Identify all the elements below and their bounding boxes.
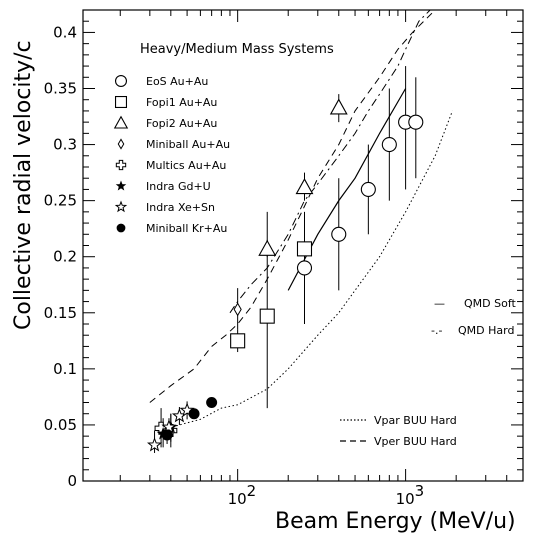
markers-group xyxy=(147,98,424,452)
legend-label: Indra Xe+Sn xyxy=(146,201,215,214)
legend-label: Miniball Au+Au xyxy=(146,138,230,151)
legend-marker-circle-filled xyxy=(116,223,126,233)
x-tick-exponent: 3 xyxy=(415,482,425,500)
legend-marker-triangle-open xyxy=(113,115,129,129)
curve-dashed xyxy=(149,9,436,403)
legend-marker-circle-open xyxy=(114,74,128,88)
data-point-triangle-open xyxy=(295,178,314,195)
x-tick-exponent: 2 xyxy=(247,482,257,500)
data-point-circle-open xyxy=(381,137,397,153)
vper-legend-label: Vper BUU Hard xyxy=(374,435,457,448)
vpar-legend-label: Vpar BUU Hard xyxy=(374,414,457,427)
y-tick-label: 0.25 xyxy=(44,192,77,210)
data-point-circle-open xyxy=(360,181,376,197)
qmd-hard-label: QMD Hard xyxy=(458,324,514,337)
data-point-square-open xyxy=(296,241,313,257)
data-point-triangle-open xyxy=(258,239,277,256)
y-tick-label: 0.05 xyxy=(44,416,77,434)
data-point-circle-filled xyxy=(206,397,218,408)
legend-label: Fopi1 Au+Au xyxy=(146,96,217,109)
x-tick-label: 10 xyxy=(396,490,415,508)
legend-marker-cross-open xyxy=(115,159,127,171)
data-point-square-open xyxy=(259,308,275,324)
x-axis-title: Beam Energy (MeV/u) xyxy=(275,509,516,534)
curves-group xyxy=(149,9,453,432)
legend-label: Fopi2 Au+Au xyxy=(146,117,217,130)
data-point-square-open xyxy=(230,333,246,349)
x-tick-label: 10 xyxy=(228,490,247,508)
data-point-triangle-open xyxy=(329,98,348,115)
data-point-circle-filled xyxy=(188,408,200,420)
y-tick-label: 0 xyxy=(67,472,77,490)
qmd-hard-symbol: -.- xyxy=(431,324,442,337)
chart-title: Heavy/Medium Mass Systems xyxy=(140,42,334,57)
axes-group: 00.050.10.150.20.250.30.350.410 2 10 3 xyxy=(44,9,524,508)
y-tick-label: 0.15 xyxy=(44,304,77,322)
data-point-circle-open xyxy=(296,260,313,276)
legend-group: EoS Au+Au Fopi1 Au+Au Fopi2 Au+Au Miniball … xyxy=(113,74,230,235)
legend-marker-star-open xyxy=(114,200,128,213)
qmd-soft-label: QMD Soft xyxy=(464,297,517,310)
legend-label: Multics Au+Au xyxy=(146,159,226,172)
y-tick-label: 0.4 xyxy=(53,23,77,41)
curve-dotted xyxy=(160,110,453,432)
legend-label: Indra Gd+U xyxy=(146,180,211,193)
data-point-star-open xyxy=(179,402,195,417)
legend-label: EoS Au+Au xyxy=(146,75,208,88)
data-point-star-open xyxy=(147,437,163,452)
legend-marker-square-open xyxy=(114,95,128,109)
data-point-circle-filled xyxy=(161,429,173,441)
y-axis-title: Collective radial velocity/c xyxy=(11,40,36,330)
data-point-circle-open xyxy=(408,114,424,130)
legend-label: Miniball Kr+Au xyxy=(146,222,227,235)
data-point-circle-open xyxy=(331,226,347,242)
legend-marker-diamond-open xyxy=(117,138,125,150)
legend-marker-star-filled xyxy=(115,180,127,191)
y-tick-label: 0.35 xyxy=(44,80,77,98)
y-tick-label: 0.1 xyxy=(53,360,77,378)
y-tick-label: 0.3 xyxy=(53,136,77,154)
data-point-diamond-open xyxy=(233,302,242,317)
curve-dash-dot xyxy=(229,9,431,314)
curve-solid xyxy=(287,88,407,291)
qmd-soft-symbol: — xyxy=(434,297,445,310)
y-tick-label: 0.2 xyxy=(53,248,77,266)
